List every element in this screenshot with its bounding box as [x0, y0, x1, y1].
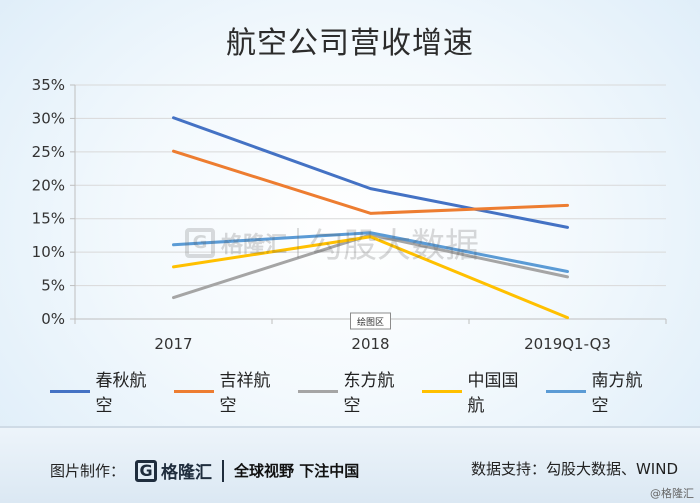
- x-tick-label: 2018: [351, 335, 389, 353]
- y-axis-tick-labels: 0% 5% 10% 15% 20% 25% 30% 35%: [32, 76, 65, 328]
- plot-area-label: 绘图区: [350, 312, 391, 330]
- legend-label: 南方航空: [591, 371, 643, 416]
- slogan: 全球视野 下注中国: [234, 462, 360, 480]
- series-lines: [172, 116, 569, 320]
- y-tick-label: 25%: [32, 143, 65, 161]
- axes: [70, 84, 667, 324]
- footer-separator: [222, 459, 225, 482]
- footer: 图片制作： G 格隆汇 全球视野 下注中国 数据支持：勾股大数据、WIND @格…: [0, 428, 700, 503]
- credit-watermark: @格隆汇: [650, 487, 694, 500]
- footer-divider: [0, 426, 700, 428]
- watermark-text: 勾股大数据: [309, 226, 480, 266]
- brand-logo: G 格隆汇: [135, 458, 212, 483]
- y-tick-label: 20%: [32, 176, 65, 194]
- chart-legend: 春秋航空 吉祥航空 东方航空 中国国航 南方航空: [50, 371, 670, 416]
- footer-left: 图片制作： G 格隆汇 全球视野 下注中国: [50, 458, 359, 483]
- x-tick-label: 2019Q1-Q3: [524, 335, 611, 353]
- legend-item: 吉祥航空: [174, 366, 278, 416]
- legend-swatch: [50, 389, 90, 393]
- plot-area-label-box: [350, 312, 391, 330]
- chart-title: 航空公司营收增速: [226, 26, 474, 61]
- y-tick-label: 30%: [32, 109, 65, 127]
- line-chart: 0% 5% 10% 15% 20% 25% 30% 35% 2017 2018 2019Q1-Q3…: [32, 76, 667, 353]
- data-source: 数据支持：勾股大数据、WIND: [470, 460, 678, 478]
- y-tick-label: 35%: [32, 76, 65, 94]
- series-line-0: [172, 116, 569, 229]
- y-tick-label: 15%: [32, 210, 65, 228]
- legend-item: 春秋航空: [50, 366, 154, 416]
- logo-g-icon: G: [135, 459, 158, 482]
- x-tick-label: 2017: [154, 335, 192, 353]
- series-line-1: [172, 149, 569, 215]
- plot-area-label-text: 绘图区: [357, 316, 384, 328]
- legend-label: 吉祥航空: [219, 371, 271, 416]
- legend-label: 中国国航: [467, 371, 519, 416]
- series-line-2: [172, 233, 569, 300]
- y-tick-label: 0%: [41, 310, 65, 328]
- watermark: G 格隆汇 勾股大数据: [185, 218, 479, 267]
- series-line-4: [172, 231, 569, 274]
- legend-item: 南方航空: [546, 366, 650, 416]
- y-tick-label: 10%: [32, 243, 65, 261]
- made-by-label: 图片制作：: [50, 462, 126, 480]
- legend-swatch: [298, 389, 338, 393]
- legend-swatch: [422, 389, 462, 393]
- series-line-3: [172, 235, 569, 320]
- y-tick-label: 5%: [41, 277, 65, 295]
- legend-swatch: [546, 389, 586, 393]
- legend-label: 春秋航空: [95, 371, 147, 416]
- legend-item: 东方航空: [298, 366, 402, 416]
- grid-lines: [75, 84, 666, 287]
- legend-label: 东方航空: [343, 371, 395, 416]
- watermark-brand: 格隆汇: [221, 232, 288, 258]
- legend-swatch: [174, 389, 214, 393]
- watermark-separator: [297, 227, 300, 258]
- legend-item: 中国国航: [422, 366, 526, 416]
- x-axis-tick-labels: 2017 2018 2019Q1-Q3: [154, 335, 611, 353]
- logo-text: 格隆汇: [161, 463, 213, 483]
- watermark-logo-icon: G: [185, 227, 215, 258]
